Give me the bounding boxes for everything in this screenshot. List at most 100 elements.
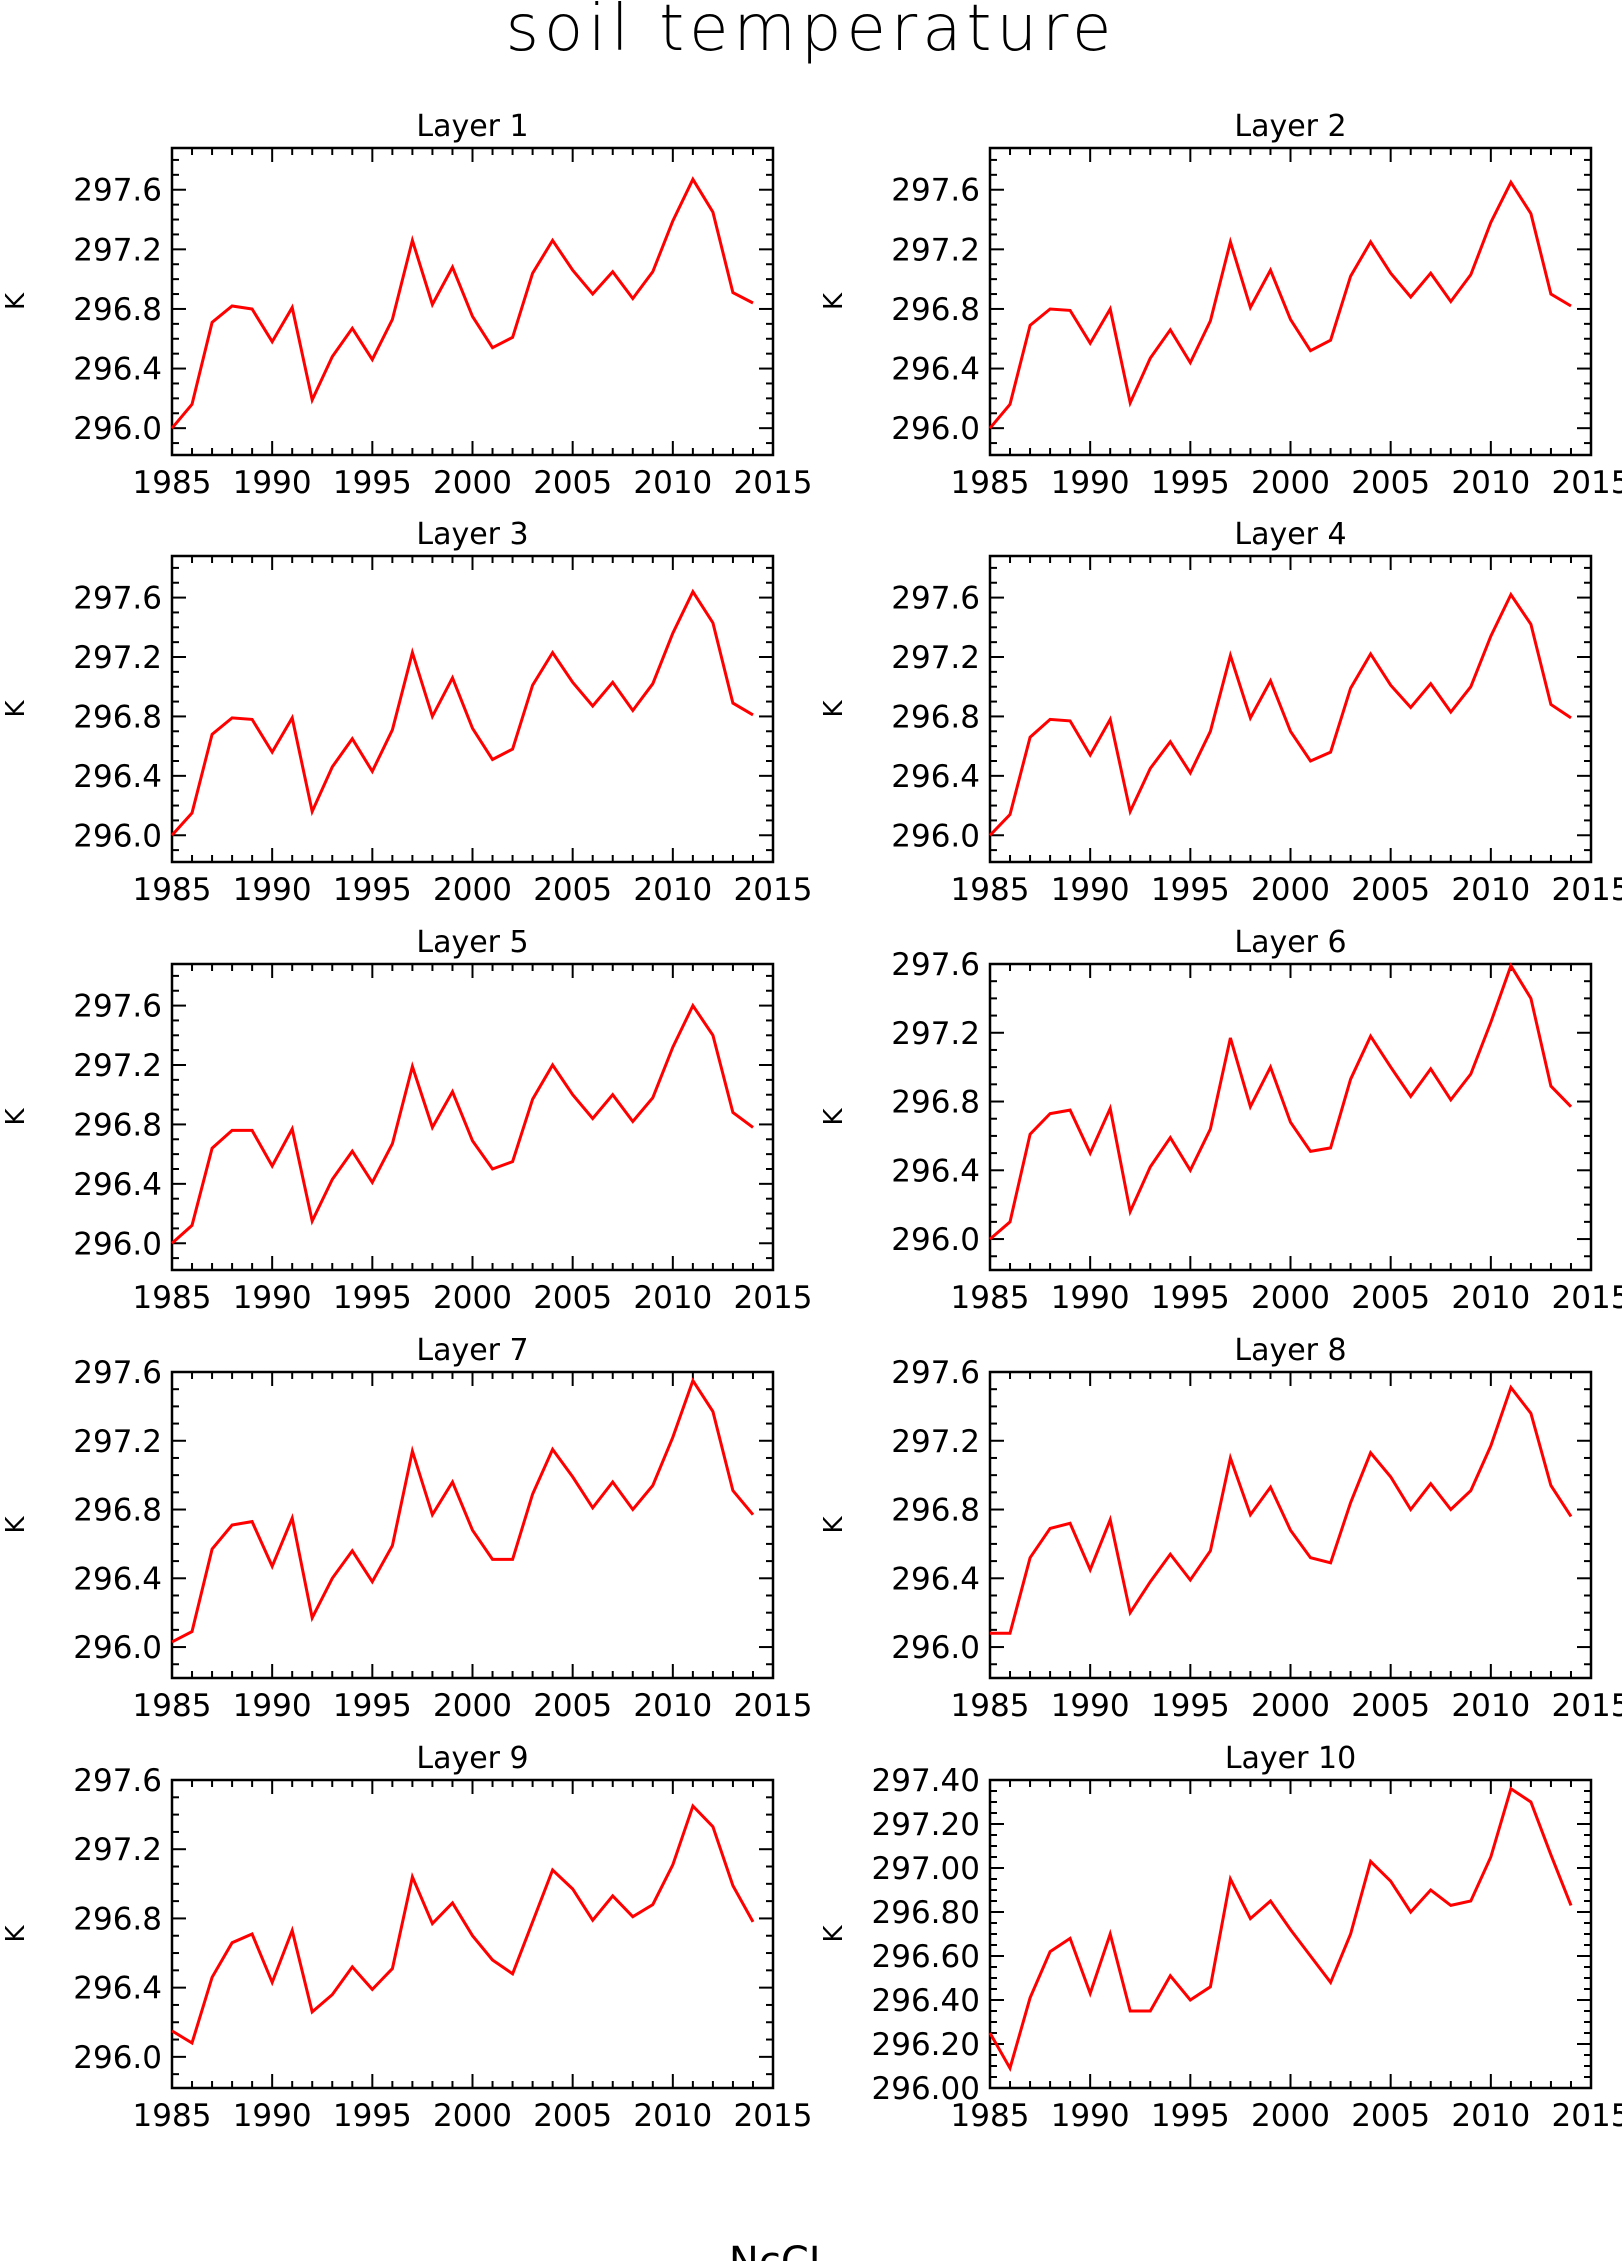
x-tick-label: 2010	[1451, 2098, 1530, 2134]
x-tick-label: 1985	[951, 1280, 1030, 1316]
y-tick-label: 296.8	[891, 1493, 980, 1529]
x-tick-label: 1990	[1051, 872, 1130, 908]
y-tick-label: 296.0	[73, 818, 162, 854]
x-tick-label: 2005	[1351, 1280, 1430, 1316]
y-axis-label: K	[1, 1925, 31, 1943]
x-tick-label: 2010	[1451, 1280, 1530, 1316]
x-tick-label: 1995	[333, 872, 412, 908]
x-tick-label: 2015	[734, 2098, 813, 2134]
series-line	[170, 588, 754, 837]
x-tick-label: 2000	[433, 1688, 512, 1724]
y-tick-label: 297.6	[73, 989, 162, 1025]
x-tick-label: 1995	[333, 1688, 412, 1724]
panel-layer-5: Layer 5 K 1985 1990 1995 2000 2005 2010 2015 296.…	[1, 925, 812, 1316]
footer-text: NcCL	[729, 2239, 832, 2261]
y-tick-label: 296.0	[891, 1222, 980, 1258]
y-tick-label: 297.2	[891, 232, 980, 268]
y-tick-label: 296.4	[73, 759, 162, 795]
y-tick-label: 297.2	[73, 640, 162, 676]
x-tick-label: 2010	[633, 2098, 712, 2134]
y-axis-label: K	[1, 292, 31, 310]
plot-frame	[170, 962, 775, 1272]
y-tick-label: 296.80	[872, 1895, 980, 1931]
x-tick-label: 1990	[233, 1688, 312, 1724]
y-tick-label: 297.6	[891, 581, 980, 617]
y-tick-label: 296.0	[891, 818, 980, 854]
x-tick-label: 2010	[1451, 1688, 1530, 1724]
x-tick-label: 2015	[1552, 2098, 1622, 2134]
x-tick-label: 1985	[951, 2098, 1030, 2134]
plot-frame	[988, 146, 1593, 457]
x-tick-label: 2005	[1351, 2098, 1430, 2134]
x-tick-label: 2005	[533, 1688, 612, 1724]
series-line	[988, 591, 1572, 837]
x-tick-label: 2015	[1552, 1280, 1622, 1316]
y-tick-label: 297.2	[73, 1832, 162, 1868]
panel-title: Layer 4	[1234, 517, 1346, 552]
y-axis-label: K	[819, 1925, 849, 1943]
plot-frame	[170, 146, 775, 457]
series-line	[988, 1786, 1573, 2073]
panel-title: Layer 7	[416, 1333, 528, 1368]
y-tick-label: 297.2	[891, 640, 980, 676]
y-tick-label: 296.8	[73, 699, 162, 735]
x-tick-label: 1990	[233, 1280, 312, 1316]
x-tick-label: 2005	[533, 872, 612, 908]
x-tick-label: 1990	[233, 872, 312, 908]
x-tick-label: 1990	[1051, 465, 1130, 501]
y-tick-label: 297.00	[872, 1851, 980, 1887]
series-line	[170, 176, 754, 430]
x-tick-label: 2010	[633, 1688, 712, 1724]
y-tick-label: 296.8	[73, 292, 162, 328]
x-tick-label: 2000	[1251, 1688, 1330, 1724]
x-tick-label: 2000	[1251, 1280, 1330, 1316]
y-tick-label: 297.6	[73, 581, 162, 617]
y-tick-label: 296.4	[73, 1971, 162, 2007]
panel-title: Layer 2	[1234, 109, 1346, 144]
x-tick-label: 1985	[133, 1280, 212, 1316]
x-tick-label: 1985	[133, 872, 212, 908]
y-tick-label: 296.00	[872, 2071, 980, 2107]
panel-title: Layer 10	[1225, 1741, 1356, 1776]
y-axis-label: K	[1, 700, 31, 718]
x-tick-label: 1990	[1051, 1688, 1130, 1724]
y-tick-label: 296.40	[872, 1983, 980, 2019]
plot-frame	[170, 554, 775, 864]
x-tick-label: 2000	[433, 2098, 512, 2134]
panel-title: Layer 9	[416, 1741, 528, 1776]
y-tick-label: 297.6	[73, 1763, 162, 1799]
x-tick-label: 1985	[133, 1688, 212, 1724]
panel-layer-9: Layer 9 K 1985 1990 1995 2000 2005 2010 2015 296.…	[1, 1741, 812, 2134]
series-line	[989, 962, 1573, 1241]
y-tick-label: 296.0	[73, 2040, 162, 2076]
x-tick-label: 2005	[533, 465, 612, 501]
x-tick-label: 2000	[433, 465, 512, 501]
panel-title: Layer 3	[416, 517, 528, 552]
x-tick-label: 1995	[1151, 1688, 1230, 1724]
x-tick-label: 1995	[1151, 1280, 1230, 1316]
y-tick-label: 296.8	[73, 1901, 162, 1937]
x-tick-label: 1985	[951, 465, 1030, 501]
y-tick-label: 296.0	[73, 1226, 162, 1262]
x-tick-label: 2015	[734, 465, 813, 501]
y-tick-label: 297.2	[73, 1048, 162, 1084]
x-tick-label: 1995	[1151, 465, 1230, 501]
x-tick-label: 1995	[1151, 872, 1230, 908]
x-tick-label: 2000	[433, 1280, 512, 1316]
x-tick-label: 2010	[633, 872, 712, 908]
y-tick-label: 296.60	[872, 1939, 980, 1975]
y-tick-label: 296.8	[73, 1493, 162, 1529]
y-tick-label: 297.6	[73, 1355, 162, 1391]
x-tick-label: 1985	[951, 1688, 1030, 1724]
y-tick-label: 296.4	[891, 1561, 980, 1597]
y-axis-label: K	[1, 1516, 31, 1534]
plot-frame	[988, 962, 1593, 1272]
y-tick-label: 296.20	[872, 2027, 980, 2063]
plot-frame	[988, 554, 1593, 864]
y-tick-label: 296.8	[891, 292, 980, 328]
panel-layer-7: Layer 7 K 1985 1990 1995 2000 2005 2010 2015 296.…	[1, 1333, 812, 1724]
y-tick-label: 296.8	[891, 699, 980, 735]
y-tick-label: 297.2	[891, 1016, 980, 1052]
x-tick-label: 2000	[1251, 2098, 1330, 2134]
panel-title: Layer 5	[416, 925, 528, 960]
